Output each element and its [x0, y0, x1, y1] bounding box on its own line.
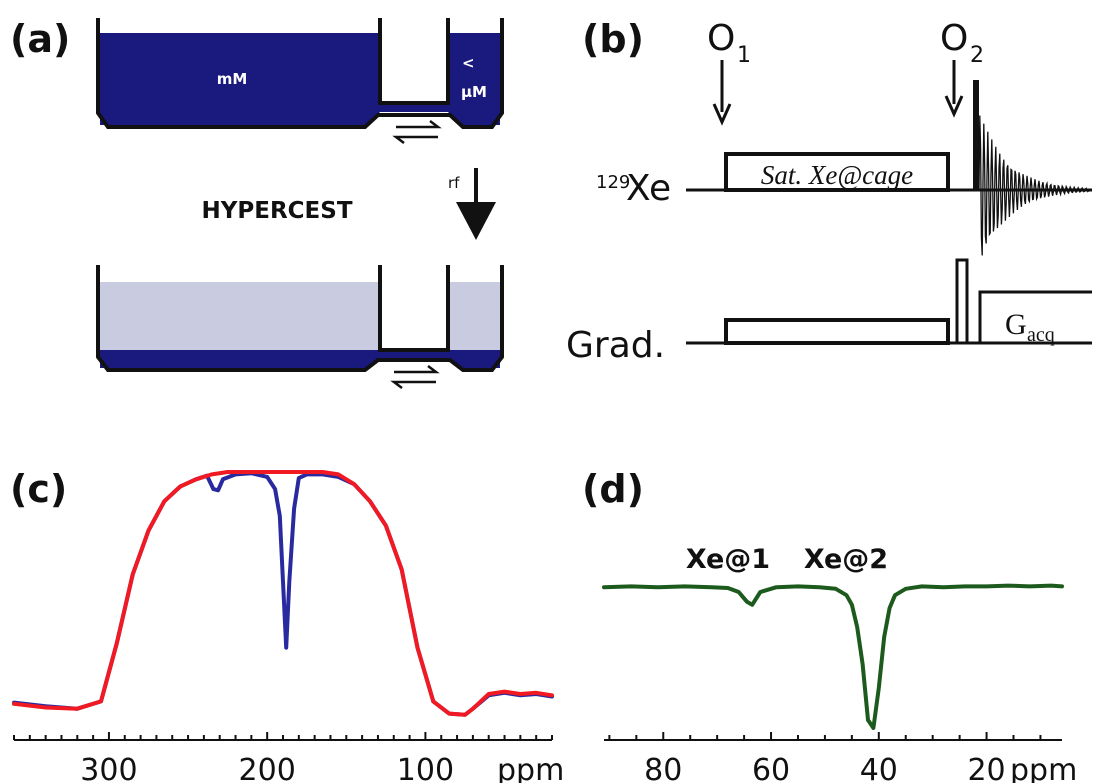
panel-d-tick-label: 40	[860, 753, 898, 783]
o1-subscript: 1	[737, 43, 751, 68]
panel-d-x-ticks: 80 60 40 20	[608, 732, 1042, 783]
lower-container-outline	[96, 265, 504, 372]
panel-d-tick-label: 80	[644, 753, 682, 783]
xe-at-2-peak-label: Xe@2	[804, 544, 888, 575]
concentration-mM-label: mM	[217, 70, 248, 88]
less-than-symbol: <	[462, 54, 475, 72]
upper-container-outline	[96, 18, 504, 129]
panel-c: (c) 300 200 100 ppm	[10, 467, 564, 783]
double-arrow-exchange-icon	[390, 365, 440, 389]
rf-label: rf	[448, 174, 460, 192]
xe-channel-label: Xe	[626, 168, 671, 209]
rf-arrow-icon	[456, 168, 496, 240]
panel-d-series-line-0	[602, 583, 1064, 730]
hypercest-label: HYPERCEST	[201, 198, 352, 224]
panel-c-plot	[12, 470, 554, 717]
o2-arrow-icon	[944, 60, 964, 118]
o2-subscript: 2	[970, 43, 984, 68]
panel-c-tick-label: 100	[397, 753, 454, 783]
panel-c-label: (c)	[10, 467, 67, 511]
panel-b: (b) O 1 O 2 129 Xe Sat. Xe@cage Grad. G …	[566, 17, 1092, 366]
panel-d: (d) Xe@1 Xe@2 80 60 40 20 ppm	[582, 467, 1077, 783]
panel-c-x-ticks: 300 200 100	[13, 732, 553, 783]
saturation-pulse-box	[724, 152, 950, 192]
panel-a: (a) mM < µM HYPERCEST rf	[10, 17, 504, 389]
acquisition-gradient-box	[978, 290, 1092, 343]
acquisition-gradient-subscript: acq	[1027, 324, 1055, 346]
panel-d-label: (d)	[582, 467, 644, 511]
xe-at-1-peak-label: Xe@1	[686, 544, 770, 575]
panel-d-x-unit-label: ppm	[1010, 753, 1077, 783]
panel-c-series-line-1	[12, 470, 554, 717]
lower-container-light-liquid	[100, 282, 500, 350]
lower-container	[96, 265, 504, 389]
upper-container: mM < µM	[96, 18, 504, 144]
panel-d-plot	[602, 583, 1064, 730]
panel-b-label: (b)	[582, 17, 644, 61]
xe-isotope-superscript: 129	[596, 172, 630, 193]
panel-c-tick-label: 300	[80, 753, 137, 783]
panel-c-tick-label: 200	[239, 753, 296, 783]
panel-c-x-unit-label: ppm	[497, 753, 564, 783]
panel-d-tick-label: 20	[967, 753, 1005, 783]
saturation-pulse-label: Sat. Xe@cage	[761, 160, 913, 190]
concentration-uM-label: µM	[461, 83, 487, 101]
upper-container-liquid	[100, 33, 500, 125]
o2-label: O	[940, 18, 968, 59]
excitation-pulse	[973, 80, 979, 190]
spoiler-gradient-box	[724, 318, 950, 345]
double-arrow-exchange-icon	[392, 120, 442, 144]
gradient-channel-label: Grad.	[566, 325, 665, 366]
panel-d-tick-label: 60	[752, 753, 790, 783]
acquisition-gradient-label: G	[1005, 308, 1027, 341]
crusher-gradient-box	[955, 258, 969, 345]
lower-container-dark-liquid	[100, 350, 500, 368]
panel-a-label: (a)	[10, 17, 70, 61]
fid-signal	[978, 115, 1090, 256]
o1-arrow-icon	[712, 60, 732, 126]
o1-label: O	[707, 18, 735, 59]
panel-c-series-line-0	[12, 471, 554, 717]
